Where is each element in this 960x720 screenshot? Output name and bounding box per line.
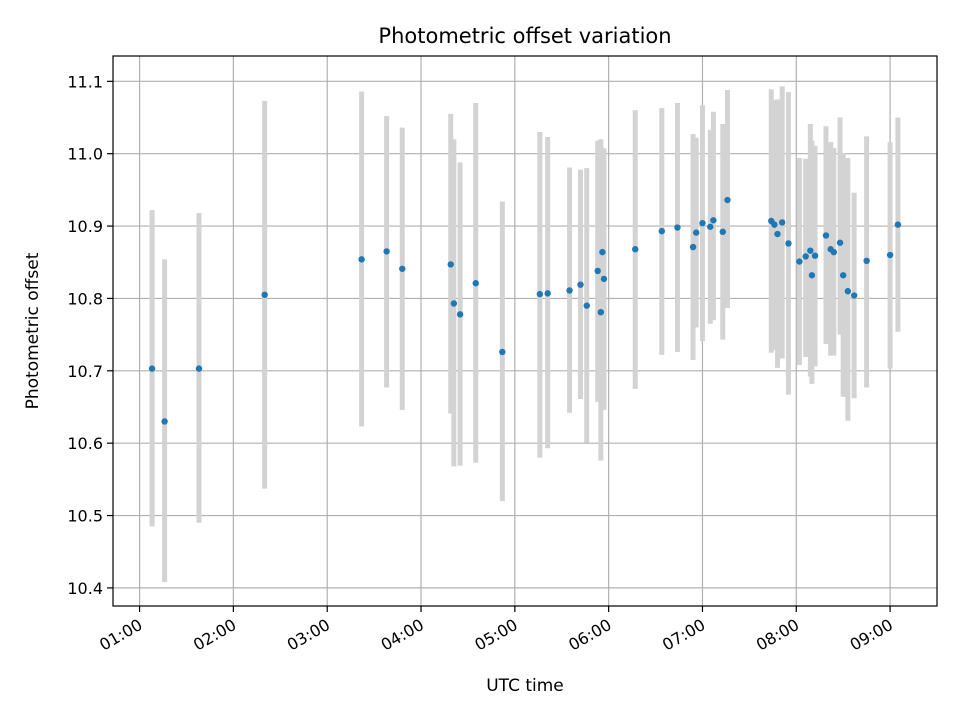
data-point xyxy=(261,291,268,299)
data-point xyxy=(399,265,406,272)
y-tick-label: 10.5 xyxy=(67,507,103,526)
data-point xyxy=(594,267,601,275)
data-point xyxy=(779,219,786,226)
data-point xyxy=(456,311,464,318)
data-point xyxy=(599,248,606,256)
data-point xyxy=(693,229,700,236)
data-point xyxy=(830,248,838,256)
data-point xyxy=(583,302,590,309)
data-point xyxy=(839,272,847,279)
data-point xyxy=(802,253,809,260)
data-point xyxy=(148,365,156,372)
y-tick-label: 10.6 xyxy=(67,434,103,453)
data-point xyxy=(658,227,666,235)
data-point xyxy=(710,217,717,224)
y-tick-label: 11.0 xyxy=(67,145,103,164)
chart-title: Photometric offset variation xyxy=(378,24,671,48)
data-point xyxy=(807,247,814,254)
data-point xyxy=(863,257,870,265)
data-point xyxy=(811,252,819,259)
data-point xyxy=(771,221,778,228)
data-point xyxy=(850,292,858,299)
data-point xyxy=(383,248,390,255)
data-point xyxy=(707,223,714,230)
data-point xyxy=(724,196,731,204)
data-point xyxy=(536,290,544,298)
y-tick-label: 10.8 xyxy=(67,289,103,308)
y-axis-label: Photometric offset xyxy=(23,252,43,409)
data-point xyxy=(600,275,608,283)
data-point xyxy=(674,224,681,231)
data-point xyxy=(822,232,830,239)
data-point xyxy=(836,239,844,246)
data-point xyxy=(450,300,458,307)
data-point xyxy=(785,240,792,247)
data-points xyxy=(148,196,902,425)
data-point xyxy=(358,256,365,263)
x-axis-label: UTC time xyxy=(486,676,564,696)
data-point xyxy=(161,418,168,425)
data-point xyxy=(195,365,203,372)
data-point xyxy=(844,287,852,295)
data-point xyxy=(699,219,706,227)
data-point xyxy=(577,281,584,288)
data-point xyxy=(566,287,573,294)
data-point xyxy=(472,280,479,287)
data-point xyxy=(719,228,726,236)
y-tick-label: 10.7 xyxy=(67,362,103,381)
data-point xyxy=(447,261,454,268)
data-point xyxy=(886,251,894,259)
data-point xyxy=(689,243,697,251)
data-point xyxy=(808,272,816,279)
data-point xyxy=(499,348,506,356)
data-point xyxy=(632,246,639,253)
y-tick-label: 10.4 xyxy=(67,579,103,598)
data-point xyxy=(796,258,803,265)
y-axis-ticks: 10.4 10.5 10.6 10.7 10.8 10.9 11.0 11.1 xyxy=(67,72,113,598)
data-point xyxy=(597,308,605,316)
data-point xyxy=(774,230,781,238)
data-point xyxy=(894,221,902,228)
data-point xyxy=(544,290,551,297)
y-tick-label: 10.9 xyxy=(67,217,103,236)
plot-area xyxy=(112,55,938,607)
axes-frame xyxy=(112,55,938,607)
y-tick-label: 11.1 xyxy=(67,72,103,91)
